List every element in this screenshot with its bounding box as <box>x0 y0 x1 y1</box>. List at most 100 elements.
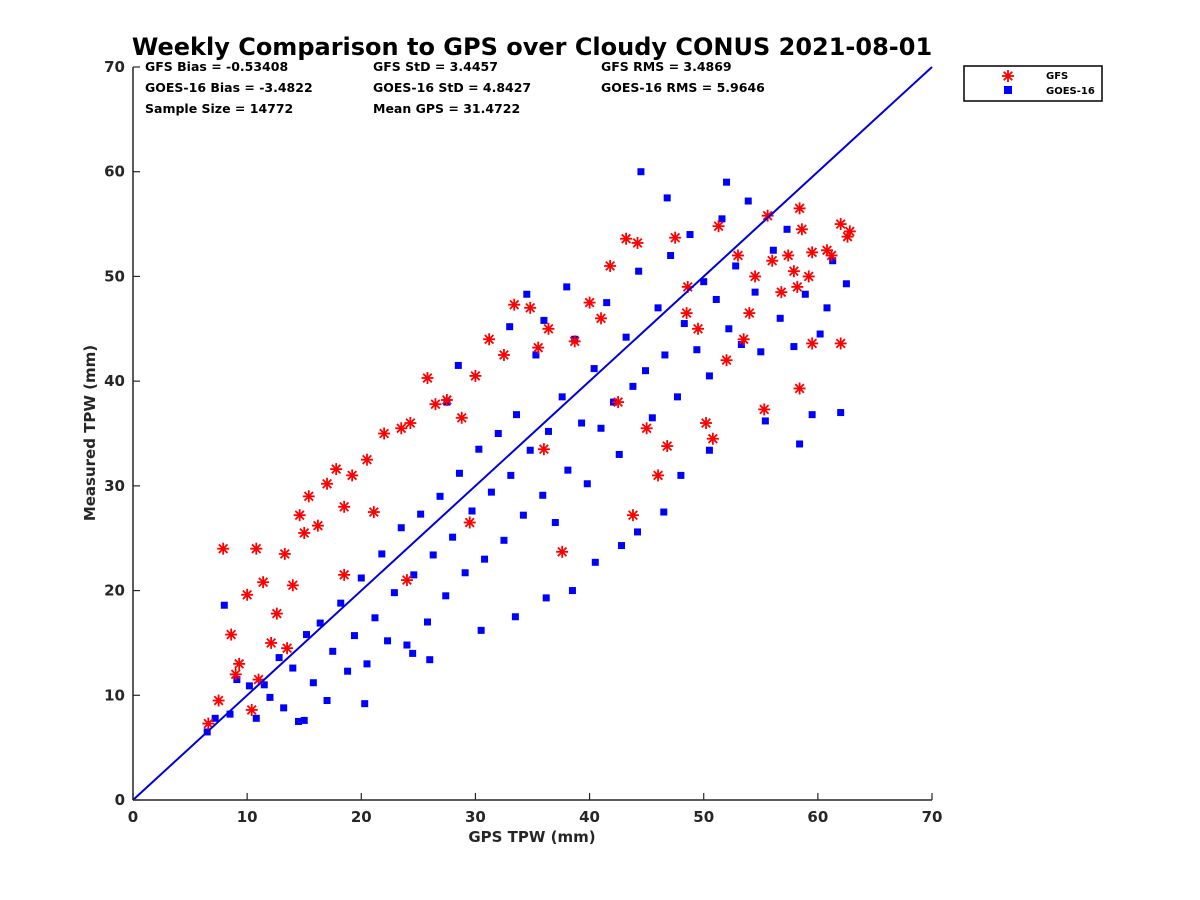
goes16-point <box>769 246 777 254</box>
goes16-point <box>429 551 437 559</box>
goes16-point <box>266 693 274 701</box>
y-tick-label: 20 <box>104 582 125 600</box>
stat-goes-std: GOES-16 StD = 4.8427 <box>373 80 531 95</box>
goes16-point <box>260 681 268 689</box>
gfs-point <box>720 354 733 367</box>
goes16-point <box>732 262 740 270</box>
x-axis-ticks: 0 10 20 30 40 50 60 70 <box>128 793 942 826</box>
x-tick-label: 30 <box>465 808 486 826</box>
gfs-point <box>834 337 847 350</box>
gfs-point <box>802 270 815 283</box>
gfs-point <box>270 607 283 620</box>
goes16-point <box>578 419 586 427</box>
gfs-point <box>620 232 633 245</box>
goes16-point <box>693 346 701 354</box>
goes16-point <box>361 700 369 708</box>
goes16-point <box>712 295 720 303</box>
goes16-point <box>300 716 308 724</box>
gfs-point <box>731 249 744 262</box>
gfs-point <box>791 280 804 293</box>
gfs-point <box>626 509 639 522</box>
goes16-point <box>455 469 463 477</box>
goes16-point <box>568 587 576 595</box>
plot-area <box>132 66 933 801</box>
y-tick-label: 10 <box>104 686 125 704</box>
legend-goes16-marker <box>1004 86 1012 94</box>
goes16-point <box>783 225 791 233</box>
gfs-point <box>404 417 417 430</box>
x-tick-label: 20 <box>351 808 372 826</box>
gfs-point <box>706 432 719 445</box>
goes16-point <box>837 409 845 417</box>
goes16-point <box>823 304 831 312</box>
gfs-point <box>469 369 482 382</box>
gfs-point <box>712 220 725 233</box>
gfs-point <box>782 249 795 262</box>
goes16-point <box>532 351 540 359</box>
goes16-point <box>506 323 514 331</box>
goes16-point <box>423 618 431 626</box>
gfs-point <box>806 337 819 350</box>
goes16-point <box>526 446 534 454</box>
goes16-point <box>661 351 669 359</box>
goes16-point <box>667 251 675 259</box>
goes16-point <box>829 257 837 265</box>
goes16-point <box>761 417 769 425</box>
goes16-point <box>487 488 495 496</box>
y-tick-label: 50 <box>104 267 125 285</box>
gfs-point <box>556 545 569 558</box>
one-to-one-reference-line <box>132 66 933 801</box>
gfs-point <box>298 526 311 539</box>
goes16-point <box>597 424 605 432</box>
gfs-point <box>669 231 682 244</box>
gfs-point <box>749 270 762 283</box>
stat-sample-size: Sample Size = 14772 <box>145 101 293 116</box>
gfs-point <box>338 500 351 513</box>
goes16-point <box>519 511 527 519</box>
goes16-point <box>477 626 485 634</box>
goes16-point <box>705 446 713 454</box>
goes16-point <box>723 178 731 186</box>
goes16-point <box>350 632 358 640</box>
gfs-point <box>245 703 258 716</box>
goes16-point <box>816 330 824 338</box>
goes16-point <box>603 299 611 307</box>
goes16-point <box>542 594 550 602</box>
goes16-point <box>475 445 483 453</box>
x-tick-label: 50 <box>693 808 714 826</box>
gfs-point <box>440 393 453 406</box>
goes16-point <box>808 411 816 419</box>
gfs-point <box>229 668 242 681</box>
stat-mean-gps: Mean GPS = 31.4722 <box>373 101 520 116</box>
gfs-point <box>825 249 838 262</box>
goes16-point <box>449 533 457 541</box>
gfs-point <box>321 477 334 490</box>
goes16-point <box>677 471 685 479</box>
y-tick-label: 0 <box>115 791 125 809</box>
gfs-point <box>524 301 537 314</box>
goes16-point <box>426 656 434 664</box>
goes16-point <box>660 508 668 516</box>
gfs-point <box>834 218 847 231</box>
goes16-point <box>551 519 559 527</box>
gfs-point <box>680 307 693 320</box>
gfs-point <box>250 542 263 555</box>
gfs-point <box>360 453 373 466</box>
gfs-point <box>497 348 510 361</box>
y-axis-label: Measured TPW (mm) <box>81 345 99 521</box>
gfs-point <box>758 403 771 416</box>
gfs-point <box>302 490 315 503</box>
gfs-point <box>508 298 521 311</box>
goes16-point <box>801 290 809 298</box>
gfs-point <box>395 422 408 435</box>
goes16-point <box>252 714 260 722</box>
goes16-point <box>583 480 591 488</box>
gfs-point <box>631 236 644 249</box>
goes16-point <box>442 592 450 600</box>
goes16-point <box>523 290 531 298</box>
goes16-point <box>511 613 519 621</box>
gfs-point <box>787 265 800 278</box>
goes16-point <box>323 697 331 705</box>
gfs-point <box>612 396 625 409</box>
goes16-point <box>790 343 798 351</box>
